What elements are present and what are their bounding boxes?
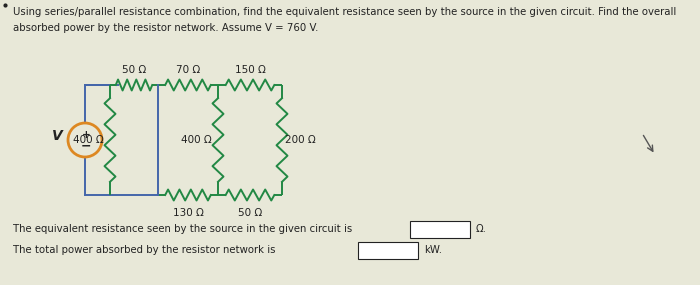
FancyBboxPatch shape — [358, 241, 418, 258]
Text: absorbed power by the resistor network. Assume V = 760 V.: absorbed power by the resistor network. … — [13, 23, 318, 33]
Text: 400 Ω: 400 Ω — [181, 135, 211, 145]
Text: −: − — [80, 140, 91, 153]
Text: V: V — [52, 129, 62, 143]
Text: 400 Ω: 400 Ω — [73, 135, 104, 145]
Text: The total power absorbed by the resistor network is: The total power absorbed by the resistor… — [13, 245, 276, 255]
Text: +: + — [82, 129, 90, 139]
Text: Ω.: Ω. — [476, 224, 487, 234]
Text: 200 Ω: 200 Ω — [285, 135, 316, 145]
Text: 50 Ω: 50 Ω — [122, 65, 146, 75]
Text: The equivalent resistance seen by the source in the given circuit is: The equivalent resistance seen by the so… — [13, 224, 352, 234]
Text: 50 Ω: 50 Ω — [238, 208, 262, 218]
Text: Using series/parallel resistance combination, find the equivalent resistance see: Using series/parallel resistance combina… — [13, 7, 676, 17]
Text: 150 Ω: 150 Ω — [234, 65, 265, 75]
Text: 70 Ω: 70 Ω — [176, 65, 200, 75]
FancyBboxPatch shape — [410, 221, 470, 237]
Text: kW.: kW. — [424, 245, 442, 255]
Text: 130 Ω: 130 Ω — [173, 208, 204, 218]
